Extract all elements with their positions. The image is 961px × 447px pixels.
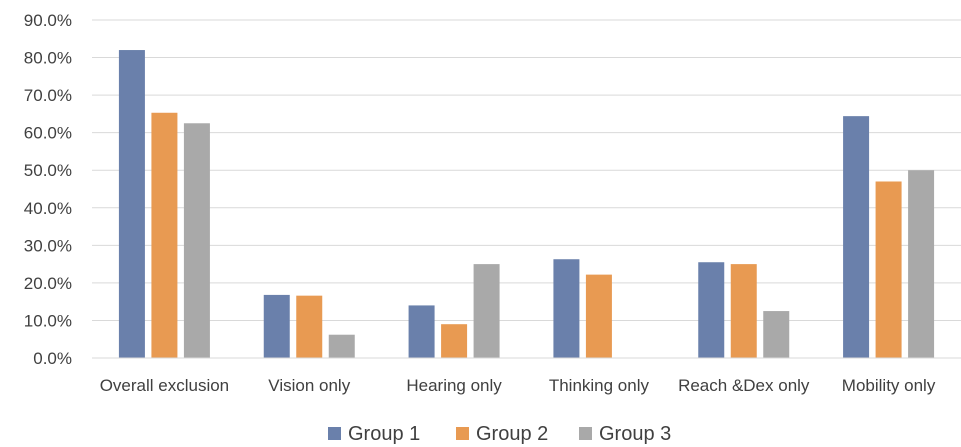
y-tick-label: 70.0% bbox=[24, 86, 72, 105]
legend: Group 1 Group 2 Group 3 bbox=[328, 423, 671, 445]
y-tick-label: 10.0% bbox=[24, 311, 72, 330]
legend-swatch bbox=[456, 427, 469, 440]
x-tick-label: Thinking only bbox=[549, 376, 650, 395]
bar-group-1 bbox=[843, 116, 870, 359]
bar-group-3 bbox=[763, 311, 790, 358]
y-tick-label: 30.0% bbox=[24, 236, 72, 255]
bar-group-1 bbox=[698, 262, 725, 358]
y-tick-label: 20.0% bbox=[24, 274, 72, 293]
bar-group-1 bbox=[408, 305, 435, 358]
bar-group-1 bbox=[553, 259, 580, 358]
x-tick-label: Mobility only bbox=[842, 376, 936, 395]
y-tick-label: 0.0% bbox=[33, 349, 72, 368]
bar-group-1 bbox=[263, 294, 290, 358]
y-tick-label: 90.0% bbox=[24, 11, 72, 30]
bar-group-2 bbox=[151, 112, 178, 358]
legend-swatch bbox=[328, 427, 341, 440]
bar-group-2 bbox=[441, 324, 468, 358]
bar-group-3 bbox=[473, 264, 500, 358]
bar-group-3 bbox=[908, 170, 935, 358]
x-axis: Overall exclusion Vision only Hearing only… bbox=[100, 376, 936, 395]
y-tick-label: 50.0% bbox=[24, 161, 72, 180]
gridlines bbox=[92, 19, 961, 321]
bar-group-3 bbox=[183, 123, 210, 359]
legend-label: Group 1 bbox=[348, 423, 420, 445]
x-tick-label: Overall exclusion bbox=[100, 376, 229, 395]
x-tick-label: Vision only bbox=[268, 376, 350, 395]
y-tick-label: 60.0% bbox=[24, 124, 72, 143]
legend-label: Group 2 bbox=[476, 423, 548, 445]
x-tick-label: Hearing only bbox=[406, 376, 502, 395]
y-tick-label: 80.0% bbox=[24, 49, 72, 68]
bar-group-1 bbox=[118, 50, 145, 359]
legend-label: Group 3 bbox=[599, 423, 671, 445]
bar-group-2 bbox=[730, 264, 757, 358]
y-axis: 0.0% 10.0% 20.0% 30.0% 40.0% 50.0% 60.0% 70.0% 8… bbox=[24, 11, 72, 368]
y-tick-label: 40.0% bbox=[24, 199, 72, 218]
x-tick-label: Reach &Dex only bbox=[678, 376, 810, 395]
bar-group-2 bbox=[296, 295, 323, 358]
bars bbox=[118, 50, 935, 359]
bar-group-2 bbox=[875, 181, 902, 358]
legend-swatch bbox=[579, 427, 592, 440]
bar-group-3 bbox=[328, 334, 355, 358]
bar-group-2 bbox=[585, 274, 612, 358]
